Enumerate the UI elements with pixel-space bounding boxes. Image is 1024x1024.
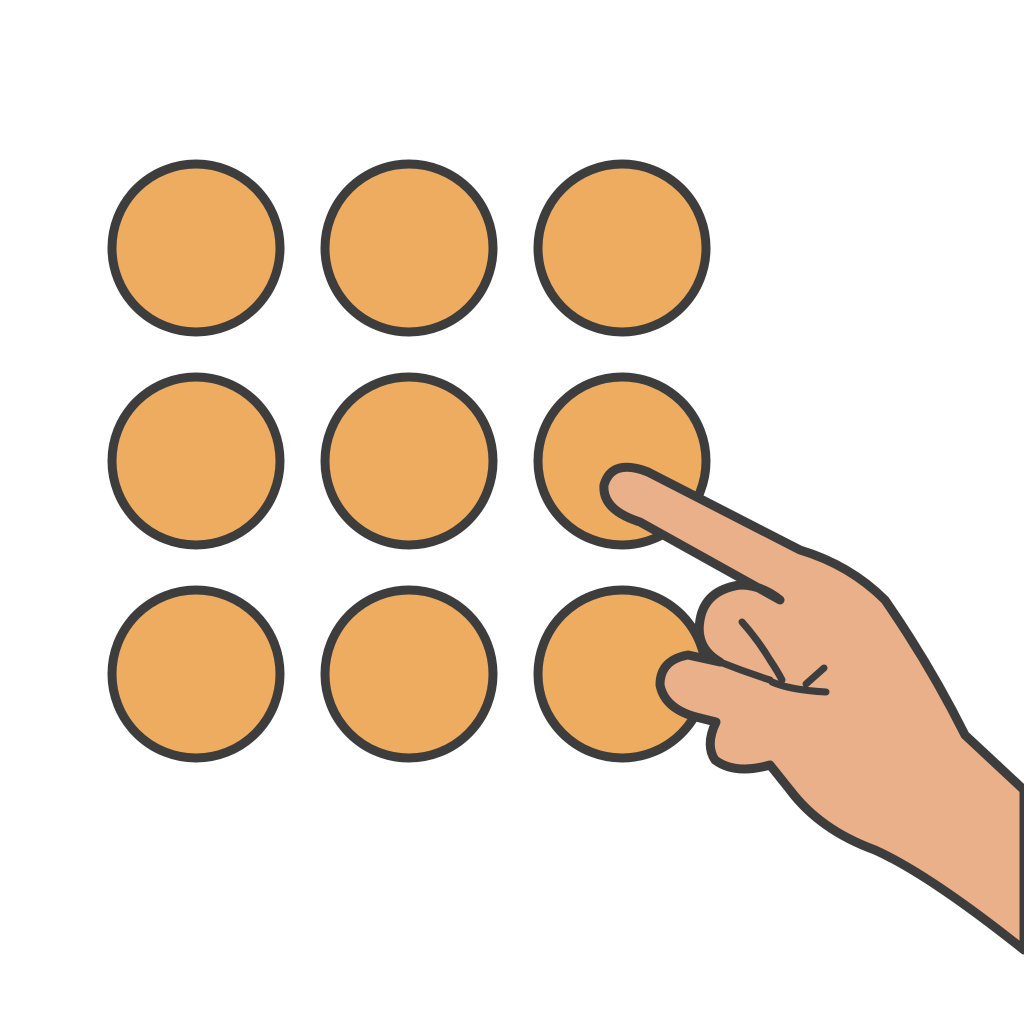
finger-crease	[802, 664, 828, 688]
pattern-dot-r2-c2[interactable]	[320, 372, 498, 550]
pattern-dot-r2-c1[interactable]	[107, 372, 285, 550]
pattern-dot-r1-c1[interactable]	[107, 159, 285, 337]
hand-palm	[599, 462, 1024, 955]
pattern-dot-r3-c1[interactable]	[107, 585, 285, 763]
finger-crease	[768, 678, 830, 696]
pointing-hand-icon	[599, 462, 1024, 955]
pattern-dot-r3-c2[interactable]	[320, 585, 498, 763]
finger-crease	[716, 658, 774, 684]
finger-crease	[738, 618, 786, 684]
pattern-dot-grid	[107, 159, 711, 763]
pattern-dot-r1-c2[interactable]	[320, 159, 498, 337]
pattern-dot-r1-c3[interactable]	[533, 159, 711, 337]
